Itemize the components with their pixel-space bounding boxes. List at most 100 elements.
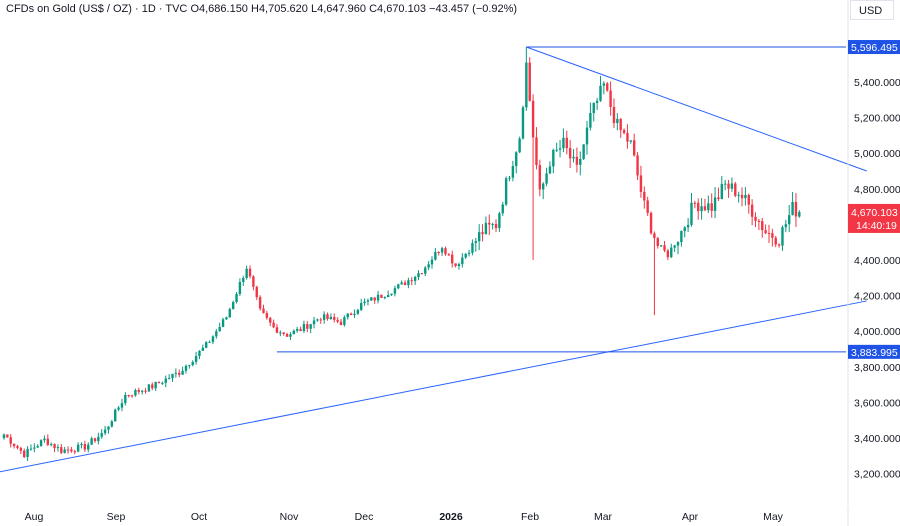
symbol-name[interactable]: CFDs on Gold (US$ / OZ) (6, 3, 132, 15)
candle-body (430, 259, 434, 265)
candle-body (518, 138, 521, 153)
candle (154, 381, 157, 391)
candle-body (322, 314, 326, 320)
candle-body (154, 381, 157, 389)
candle (100, 429, 103, 439)
candle (346, 313, 349, 320)
candle (511, 160, 515, 182)
descending-trendline (526, 46, 867, 172)
candle (589, 102, 592, 131)
candle (164, 375, 167, 388)
interval-label[interactable]: 1D (141, 3, 156, 15)
candle-body (140, 390, 144, 392)
candle (161, 381, 164, 385)
candle-body (690, 202, 693, 225)
candle (171, 373, 174, 382)
candle (397, 283, 400, 290)
candle (326, 312, 329, 321)
candle (70, 446, 73, 453)
time-tick-label: Dec (355, 511, 374, 523)
candle-body (673, 245, 676, 248)
candle-body (39, 440, 43, 447)
candle (720, 175, 724, 200)
time-tick-label: Feb (521, 511, 539, 523)
candle (23, 448, 26, 459)
candle-body (60, 447, 63, 453)
candle (144, 387, 147, 394)
candle-body (467, 252, 471, 254)
candle (258, 295, 262, 311)
support-price-badge: 3,883.995 (848, 344, 900, 359)
candle-body (171, 373, 174, 379)
time-tick-label: Nov (280, 511, 299, 523)
candle-body (494, 223, 498, 229)
candle (87, 442, 90, 453)
candle (228, 307, 231, 318)
candle (403, 280, 407, 286)
candle (552, 148, 555, 174)
candle (269, 316, 272, 327)
candle (424, 266, 427, 277)
candle-body (184, 365, 188, 371)
candle (680, 230, 683, 247)
candle (29, 444, 33, 451)
price-axis: 5,400.0005,200.0005,000.0004,800.0004,60… (847, 0, 900, 526)
candle-body (498, 213, 501, 229)
candle-body (784, 224, 788, 228)
candle-body (777, 244, 781, 246)
candle (585, 120, 589, 155)
candle-body (245, 268, 248, 279)
candle (498, 211, 501, 232)
candle-body (46, 438, 50, 445)
candle-body (114, 409, 117, 422)
candle-body (646, 200, 649, 213)
candle-body (794, 201, 798, 217)
candle (322, 311, 326, 324)
candle (66, 446, 70, 454)
candle-body (205, 342, 208, 348)
candle (730, 177, 734, 192)
candle (626, 124, 629, 149)
candle (761, 217, 764, 238)
candle (157, 381, 161, 384)
candle-body (643, 191, 646, 201)
candle (670, 243, 673, 259)
candle-body (542, 183, 545, 190)
change-value: −43.457 (−0.92%) (429, 3, 518, 15)
candle (198, 350, 201, 360)
price-tick-label: 3,200.000 (854, 469, 900, 481)
candle-body (218, 326, 221, 332)
candle (723, 179, 727, 191)
candle-body (461, 257, 464, 265)
candle (788, 205, 791, 233)
candle-body (781, 227, 784, 246)
candle-body (504, 178, 508, 205)
candle (238, 278, 242, 296)
candle-body (373, 297, 376, 301)
candle (413, 275, 417, 285)
candle-body (562, 137, 565, 149)
currency-button[interactable]: USD (850, 0, 894, 20)
candle-body (289, 334, 292, 337)
candle (147, 384, 151, 392)
candle-body (282, 332, 285, 334)
candle (12, 443, 16, 449)
candle (686, 218, 690, 232)
candle-body (403, 282, 407, 286)
candle-body (215, 331, 218, 337)
candle-body (727, 183, 730, 189)
candle-body (444, 248, 447, 255)
candle-body (16, 446, 19, 448)
candle-body (333, 316, 336, 320)
candle (565, 130, 568, 155)
candle (107, 426, 110, 434)
candle-body (565, 137, 568, 149)
candle-body (609, 90, 612, 107)
candle (6, 434, 9, 438)
candle (215, 328, 218, 339)
candle-body (407, 280, 410, 286)
candle (370, 297, 373, 301)
candle (19, 446, 23, 454)
candle-body (552, 149, 555, 167)
